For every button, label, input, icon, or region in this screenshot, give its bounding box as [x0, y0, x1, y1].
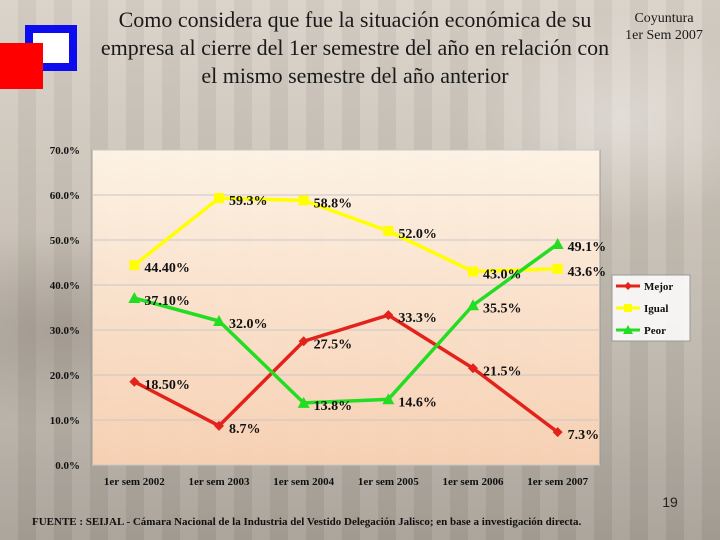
y-axis-ticks: 0.0% 10.0% 20.0% 30.0% 40.0% 50.0% 60.0% 70.0%: [50, 145, 80, 472]
point-mejor: [552, 427, 563, 438]
point-peor: [213, 315, 225, 326]
x-tick-label: 1er sem 2004: [273, 476, 334, 488]
data-label-peor: 32.0%: [229, 317, 268, 332]
y-tick-label: 0.0%: [55, 460, 80, 472]
decor-red-square: [0, 43, 43, 89]
corner-line-1: Coyuntura: [634, 11, 694, 26]
legend-label-igual: Igual: [644, 303, 668, 315]
data-label-mejor: 8.7%: [229, 422, 261, 437]
series-line-igual: [133, 196, 558, 274]
series-line-peor: [133, 242, 559, 405]
data-label-mejor: 33.3%: [398, 311, 437, 326]
point-mejor: [129, 376, 140, 387]
legend-label-peor: Peor: [644, 325, 666, 337]
data-label-igual: 52.0%: [398, 227, 437, 242]
y-tick-label: 40.0%: [50, 280, 80, 292]
data-label-peor: 49.1%: [568, 240, 607, 255]
data-label-igual: 58.8%: [314, 196, 353, 211]
x-axis-ticks: 1er sem 2002 1er sem 2003 1er sem 2004 1er …: [104, 476, 589, 488]
point-mejor: [383, 310, 394, 321]
data-label-peor: 37.10%: [144, 294, 190, 309]
point-mejor: [468, 363, 478, 374]
point-mejor: [298, 336, 309, 347]
point-igual: [214, 193, 224, 204]
point-mejor: [214, 420, 224, 431]
point-igual: [468, 266, 478, 277]
data-label-peor: 14.6%: [398, 395, 437, 410]
y-tick-label: 20.0%: [50, 370, 80, 382]
x-tick-label: 1er sem 2003: [189, 476, 250, 488]
series-line-mejor: [133, 313, 559, 434]
data-label-igual: 43.0%: [483, 268, 522, 283]
point-igual: [298, 195, 309, 206]
point-peor: [551, 238, 564, 250]
point-peor: [297, 396, 310, 408]
point-igual: [552, 263, 563, 274]
data-labels: 18.50% 8.7% 27.5% 33.3% 21.5% 7.3% 44.40% 59.3%…: [144, 194, 606, 443]
x-tick-label: 1er sem 2005: [358, 476, 419, 488]
data-label-peor: 35.5%: [483, 301, 522, 316]
x-tick-label: 1er sem 2002: [104, 476, 165, 488]
point-igual: [383, 226, 394, 236]
y-tick-label: 50.0%: [50, 235, 80, 247]
point-peor: [467, 299, 479, 311]
data-label-mejor: 18.50%: [144, 378, 190, 393]
point-peor: [382, 393, 395, 405]
legend-marker-peor: [623, 325, 633, 334]
y-tick-label: 70.0%: [50, 145, 80, 157]
legend-label-mejor: Mejor: [644, 281, 673, 293]
data-label-mejor: 21.5%: [483, 364, 522, 379]
point-peor: [128, 292, 141, 304]
legend-marker-mejor: [624, 282, 632, 290]
y-tick-label: 30.0%: [50, 325, 80, 337]
data-label-mejor: 7.3%: [568, 428, 600, 443]
y-tick-label: 10.0%: [50, 415, 80, 427]
plot-area: [91, 149, 601, 466]
data-label-peor: 13.8%: [314, 399, 353, 414]
slide-title: Como considera que fue la situación econ…: [100, 7, 610, 88]
data-label-mejor: 27.5%: [314, 337, 353, 352]
legend: Mejor Igual Peor: [611, 274, 691, 342]
legend-marker-igual: [624, 304, 632, 312]
corner-line-2: 1er Sem 2007: [625, 28, 703, 43]
x-tick-label: 1er sem 2007: [527, 476, 588, 488]
data-label-igual: 59.3%: [229, 194, 268, 209]
corner-label: Coyuntura 1er Sem 2007: [614, 10, 714, 44]
page-number: 19: [662, 494, 678, 510]
series-group: [128, 193, 564, 438]
x-tick-label: 1er sem 2006: [443, 476, 504, 488]
data-label-igual: 44.40%: [144, 261, 190, 276]
point-igual: [129, 260, 140, 271]
data-label-igual: 43.6%: [568, 265, 607, 280]
y-tick-label: 60.0%: [50, 190, 80, 202]
source-note: FUENTE : SEIJAL - Cámara Nacional de la …: [32, 516, 582, 528]
